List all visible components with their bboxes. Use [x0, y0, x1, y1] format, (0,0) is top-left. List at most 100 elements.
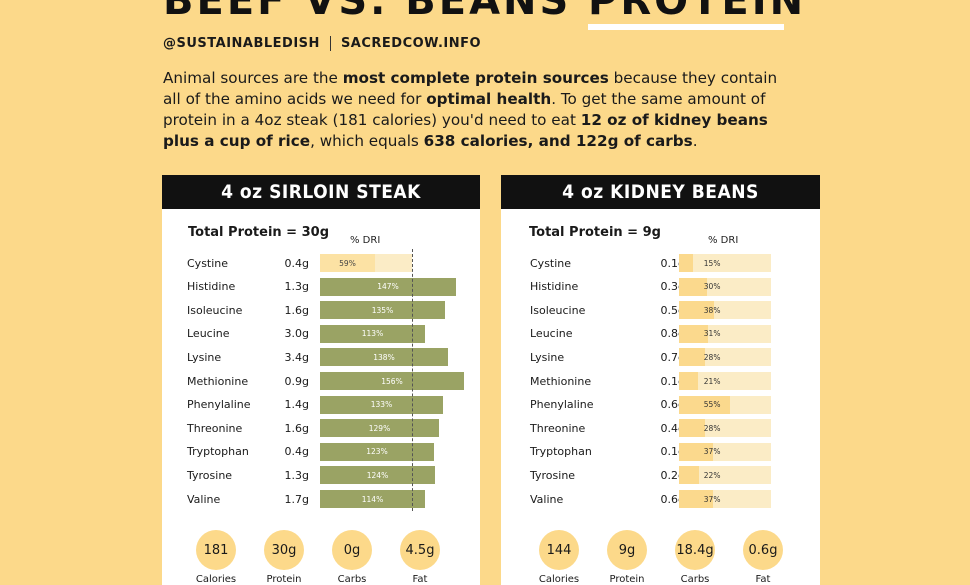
stat-label: Calories: [538, 574, 580, 585]
nutrient-name: Methionine: [530, 374, 592, 388]
dri-percent-label: 129%: [368, 423, 391, 433]
dri-percent-label: 147%: [377, 282, 399, 292]
dri-percent-label: 31%: [703, 329, 721, 339]
nutrient-name: Histidine: [187, 280, 236, 294]
nutrient-name: Lysine: [187, 350, 222, 364]
dri-bar: 123%: [320, 442, 434, 461]
nutrient-name: Isoleucine: [530, 303, 586, 317]
nutrient-amount: 0.6g: [660, 492, 685, 506]
nutrient-name: Leucine: [187, 327, 230, 341]
dri-bar: 38%: [679, 301, 720, 320]
nutrient-name: Tyrosine: [530, 468, 576, 482]
nutrient-name: Cystine: [187, 256, 229, 270]
dri-percent-label: 28%: [703, 423, 721, 433]
steak-card-header: 4 oz SIRLOIN STEAK: [162, 175, 480, 209]
dri-bar-track: [679, 372, 771, 390]
nutrient-amount: 1.6g: [284, 421, 309, 435]
stat-label: Protein: [609, 574, 645, 585]
dri-percent-label: 135%: [371, 305, 394, 315]
dri-percent-label: 123%: [366, 447, 388, 457]
dri-percent-label: 133%: [370, 400, 393, 410]
nutrient-row: Tryptophan 0.4g: [187, 442, 477, 462]
byline: @SUSTAINABLEDISH SACREDCOW.INFO: [163, 36, 481, 51]
nutrient-name: Histidine: [530, 280, 579, 294]
stat-label: Carbs: [337, 574, 367, 585]
dri-percent-label: 59%: [339, 258, 356, 268]
nutrient-amount: 1.3g: [284, 468, 309, 482]
nutrient-row: Threonine 0.4g: [530, 418, 820, 438]
nutrient-name: Threonine: [530, 421, 586, 435]
nutrient-row: Phenylaline 0.6g: [530, 395, 820, 415]
nutrient-amount: 0.4g: [660, 421, 685, 435]
nutrient-amount: 0.8g: [660, 327, 685, 341]
steak-total-protein: Total Protein = 30g: [188, 225, 329, 240]
dri-bar: 114%: [320, 490, 425, 508]
nutrient-row: Leucine 0.8g: [530, 324, 820, 344]
dri-percent-label: 30%: [703, 282, 721, 292]
nutrient-row: Methionine 0.9g: [187, 371, 477, 391]
dri-100-line: [412, 249, 413, 511]
stat-label: Calories: [195, 574, 237, 585]
nutrient-amount: 0.1g: [660, 445, 685, 459]
nutrient-row: Threonine 1.6g: [187, 418, 477, 438]
nutrient-amount: 0.1g: [660, 256, 685, 270]
title-right: PROTEIN: [588, 0, 807, 24]
nutrient-row: Valine 1.7g: [187, 489, 477, 509]
nutrient-row: Histidine 1.3g: [187, 277, 477, 297]
nutrient-row: Isoleucine 0.5g: [530, 300, 820, 320]
dri-percent-label: 113%: [361, 329, 384, 339]
nutrient-row: Lysine 0.7g: [530, 347, 820, 367]
stat-circle: 144: [539, 530, 579, 570]
nutrient-amount: 1.4g: [284, 398, 309, 412]
dri-bar: 31%: [679, 324, 720, 343]
nutrient-name: Tryptophan: [187, 445, 249, 459]
nutrient-name: Phenylaline: [530, 398, 594, 412]
nutrient-name: Phenylaline: [187, 398, 251, 412]
nutrient-name: Tryptophan: [530, 445, 592, 459]
nutrient-amount: 1.7g: [284, 492, 309, 506]
dri-percent-label: 124%: [366, 470, 389, 480]
nutrient-name: Threonine: [187, 421, 243, 435]
dri-percent-label: 114%: [361, 494, 384, 504]
nutrient-row: Tyrosine 1.3g: [187, 465, 477, 485]
nutrient-amount: 1.6g: [284, 303, 309, 317]
dri-percent-label: 28%: [703, 352, 721, 362]
nutrient-row: Valine 0.6g: [530, 489, 820, 509]
stat-circle: 30g: [264, 530, 304, 570]
nutrient-row: Isoleucine 1.6g: [187, 300, 477, 320]
nutrient-amount: 1.3g: [284, 280, 309, 294]
dri-percent-label: 156%: [381, 376, 403, 386]
nutrient-amount: 0.9g: [284, 374, 309, 388]
nutrient-name: Isoleucine: [187, 303, 243, 317]
dri-bar: 147%: [320, 277, 456, 296]
stat-circle: 4.5g: [400, 530, 440, 570]
dri-percent-label: 55%: [703, 400, 721, 410]
nutrient-amount: 0.3g: [660, 280, 685, 294]
dri-bar: 28%: [679, 419, 720, 438]
dri-bar-track: [679, 466, 771, 485]
stat-label: Fat: [412, 574, 428, 585]
steak-card: 4 oz SIRLOIN STEAK Total Protein = 30g %…: [162, 175, 480, 585]
dri-percent-label: 15%: [703, 258, 721, 268]
title-underline: [588, 24, 784, 30]
nutrient-amount: 0.4g: [284, 256, 309, 270]
dri-percent-label: 22%: [703, 470, 721, 480]
stat-circle: 0.6g: [743, 530, 783, 570]
nutrient-amount: 0.4g: [284, 445, 309, 459]
nutrient-amount: 0.2g: [660, 468, 685, 482]
dri-bar: 37%: [679, 442, 720, 461]
dri-bar: 55%: [679, 395, 730, 414]
dri-bar: 135%: [320, 301, 445, 320]
nutrient-row: Lysine 3.4g: [187, 347, 477, 367]
nutrient-name: Valine: [187, 492, 221, 506]
title-left: BEEF VS. BEANS: [163, 0, 572, 24]
nutrient-name: Valine: [530, 492, 564, 506]
stat-circle: 0g: [332, 530, 372, 570]
intro-paragraph: Animal sources are the most complete pro…: [163, 69, 778, 150]
dri-bar: 124%: [320, 466, 435, 485]
beans-card-header: 4 oz KIDNEY BEANS: [501, 175, 820, 209]
nutrient-name: Leucine: [530, 327, 573, 341]
dri-bar: 133%: [320, 395, 443, 414]
nutrient-amount: 0.7g: [660, 350, 685, 364]
stat-circle: 9g: [607, 530, 647, 570]
